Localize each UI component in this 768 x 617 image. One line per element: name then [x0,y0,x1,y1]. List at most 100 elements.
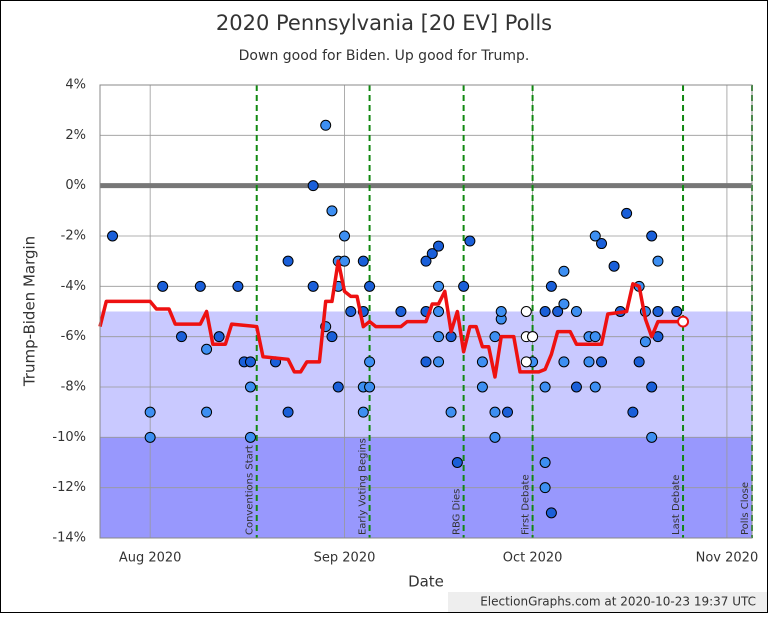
poll-point [646,230,658,242]
poll-point [608,260,620,272]
y-tick-label: -6% [61,329,86,344]
poll-point [589,230,601,242]
poll-point [201,343,213,355]
y-tick-label: -2% [61,229,86,244]
poll-point [451,457,463,468]
poll-point [433,306,445,317]
poll-point [232,280,244,292]
poll-point [326,331,338,343]
poll-point [552,306,564,317]
poll-point [545,507,557,519]
poll-point [539,306,551,317]
y-tick-label: -10% [52,430,86,445]
poll-point [244,356,256,368]
poll-point [570,381,582,393]
y-tick-label: 4% [65,78,86,93]
poll-point [282,406,294,418]
poll-point [558,356,570,368]
poll-point [345,306,357,317]
poll-point [332,381,344,393]
poll-point [201,406,213,418]
poll-point [545,280,557,292]
poll-point [244,431,256,443]
poll-point [107,230,119,242]
poll-point [489,431,501,443]
poll-point [539,457,551,468]
poll-point [639,336,651,348]
poll-point [596,238,608,250]
poll-point [426,248,438,260]
poll-point [502,406,513,418]
poll-point [194,280,206,292]
poll-point [520,306,532,317]
event-label: Conventions Start [245,445,256,535]
y-tick-label: 2% [65,128,86,143]
poll-point [627,406,639,418]
y-tick-label: -14% [52,531,86,546]
poll-point [357,255,369,267]
poll-point [589,331,601,343]
poll-point [558,265,570,277]
poll-point [583,356,595,368]
poll-point [646,431,658,443]
poll-point [589,381,601,393]
poll-point [458,280,470,292]
poll-point [476,381,488,393]
poll-point [144,431,156,443]
poll-point [364,280,376,292]
poll-point [320,119,332,131]
poll-point [339,230,350,242]
poll-point [539,381,551,393]
y-tick-label: 0% [65,178,86,193]
poll-point [433,356,445,368]
poll-point [420,255,432,267]
x-tick-label: Sep 2020 [314,551,376,566]
poll-point [671,306,683,317]
poll-point [646,381,658,393]
x-tick-label: Aug 2020 [119,551,182,566]
x-tick-label: Oct 2020 [503,551,563,566]
poll-point [476,356,488,368]
poll-point [570,306,582,317]
average-endpoint [677,315,690,328]
y-axis-label: Trump-Biden Margin [21,236,39,387]
poll-point [596,356,608,368]
x-axis-label: Date [408,573,444,591]
poll-point [144,406,156,418]
poll-point [395,306,407,317]
chart-subtitle: Down good for Biden. Up good for Trump. [239,48,530,64]
y-tick-label: -12% [52,480,86,495]
poll-point [176,331,187,343]
poll-point [244,381,256,393]
poll-point [495,306,507,317]
poll-point [527,331,539,343]
x-tick-label: Nov 2020 [696,551,759,566]
poll-point [213,331,225,343]
chart-title: 2020 Pennsylvania [20 EV] Polls [216,11,552,35]
poll-point [652,255,664,267]
poll-point [307,180,319,192]
event-label: First Debate [521,474,532,535]
poll-point [633,356,645,368]
footer: ElectionGraphs.com at 2020-10-23 19:37 U… [480,595,756,609]
poll-point [157,280,169,292]
footer-bg [448,592,767,612]
poll-point [364,356,376,368]
poll-point [357,406,369,418]
poll-point [464,235,476,247]
poll-point [621,207,633,219]
poll-point [420,356,432,368]
poll-point [433,331,445,343]
y-tick-label: -4% [61,279,86,294]
event-label: Last Debate [671,475,682,535]
poll-point [433,240,445,252]
poll-point [445,406,457,418]
y-tick-label: -8% [61,380,86,395]
poll-point [489,331,501,343]
poll-point [339,255,350,267]
poll-point [433,280,445,292]
plot-frame [99,84,753,539]
poll-point [652,306,664,317]
